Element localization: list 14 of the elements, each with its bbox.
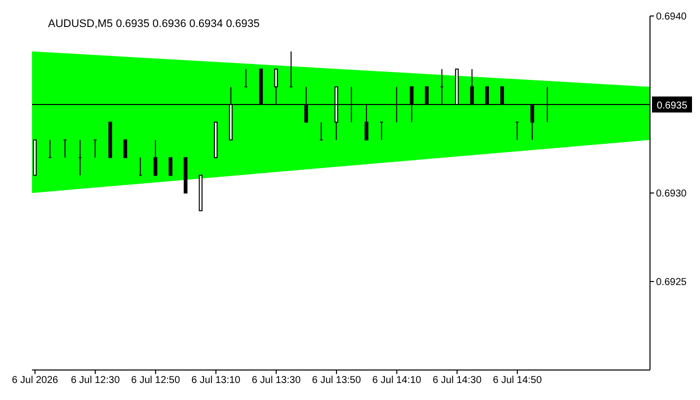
chart-title: AUDUSD,M5 0.6935 0.6936 0.6934 0.6935 [48,18,260,30]
x-tick-label: 6 Jul 2026 [12,375,59,386]
x-tick-label: 6 Jul 14:50 [492,375,542,386]
x-tick-label: 6 Jul 14:10 [372,375,422,386]
y-tick-label: 0.6940 [656,12,688,23]
x-tick-label: 6 Jul 12:50 [131,375,180,386]
y-tick-label: 0.6925 [656,277,688,288]
x-tick-label: 6 Jul 13:10 [191,375,241,386]
x-tick-label: 6 Jul 14:30 [432,375,482,386]
y-tick-label: 0.6930 [656,188,688,200]
x-tick-label: 6 Jul 13:50 [312,375,362,386]
x-tick-label: 6 Jul 12:30 [70,375,120,386]
ref-line-label: 0.6935 [656,100,688,112]
x-tick-label: 6 Jul 13:30 [252,375,302,386]
